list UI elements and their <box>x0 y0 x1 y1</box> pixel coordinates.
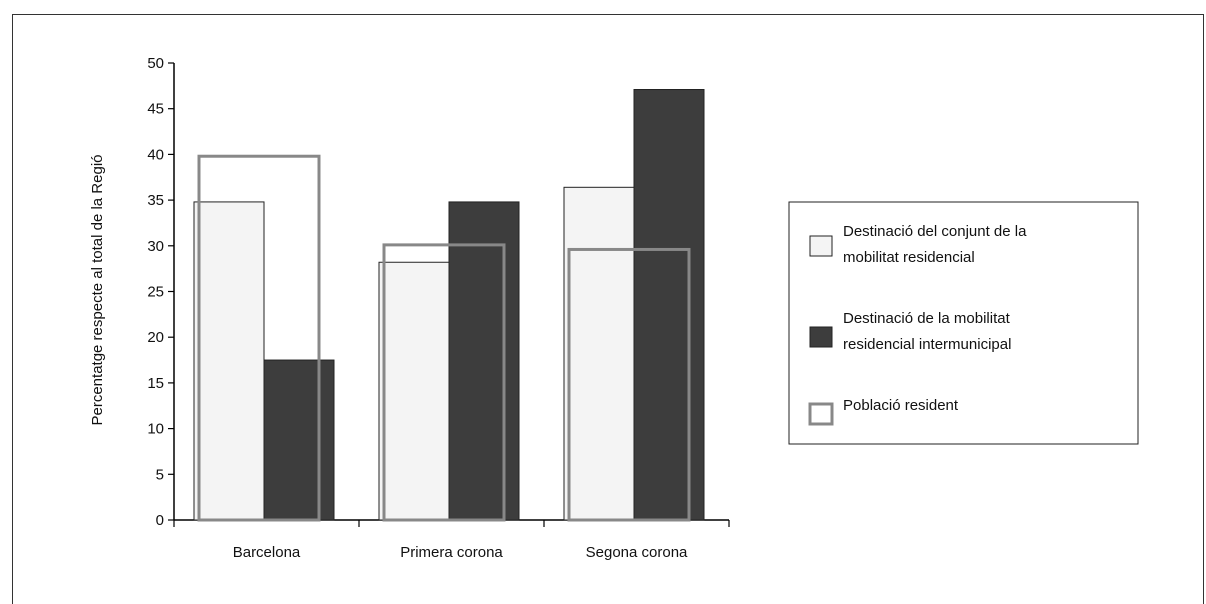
bar-poblacio-resident <box>197 154 321 522</box>
y-axis-title: Percentatge respecte al total de la Regi… <box>89 154 106 425</box>
y-tick-label: 40 <box>147 146 164 163</box>
y-tick-label: 45 <box>147 101 164 118</box>
category-label: Barcelona <box>233 544 301 561</box>
legend-label: residencial intermunicipal <box>843 336 1011 353</box>
bar-destinacio-intermunicipal <box>263 359 335 521</box>
bar-poblacio-resident <box>567 247 691 522</box>
legend-label: Població resident <box>843 397 959 414</box>
legend-label: Destinació del conjunt de la <box>843 223 1027 240</box>
category-label: Segona corona <box>586 544 688 561</box>
bar-poblacio-resident <box>382 243 506 522</box>
y-tick-label: 50 <box>147 55 164 72</box>
legend-swatch <box>808 402 834 426</box>
bar-chart: 0 5 10 15 20 25 30 35 40 45 50 Barcelona Primera cor… <box>89 55 1139 561</box>
legend-swatch <box>809 235 833 257</box>
legend-box <box>788 201 1139 445</box>
legend: Destinació del conjunt de la mobilitat re… <box>788 201 1139 445</box>
chart-frame <box>12 14 1204 604</box>
y-tick-label: 30 <box>147 238 164 255</box>
bar-destinacio-conjunt <box>378 261 450 521</box>
bar-destinacio-conjunt <box>563 186 635 521</box>
y-tick-label: 15 <box>147 375 164 392</box>
y-tick-label: 20 <box>147 329 164 346</box>
y-tick-label: 5 <box>156 466 164 483</box>
bar-destinacio-intermunicipal <box>448 201 520 521</box>
y-tick-label: 0 <box>156 512 164 529</box>
bars <box>193 89 705 522</box>
bar-destinacio-conjunt <box>193 201 265 521</box>
bar-destinacio-intermunicipal <box>633 89 705 521</box>
legend-label: mobilitat residencial <box>843 249 975 266</box>
legend-swatch <box>809 326 833 348</box>
y-tick-label: 35 <box>147 192 164 209</box>
y-tick-label: 10 <box>147 421 164 438</box>
legend-label: Destinació de la mobilitat <box>843 310 1011 327</box>
category-label: Primera corona <box>400 544 503 561</box>
y-tick-label: 25 <box>147 284 164 301</box>
